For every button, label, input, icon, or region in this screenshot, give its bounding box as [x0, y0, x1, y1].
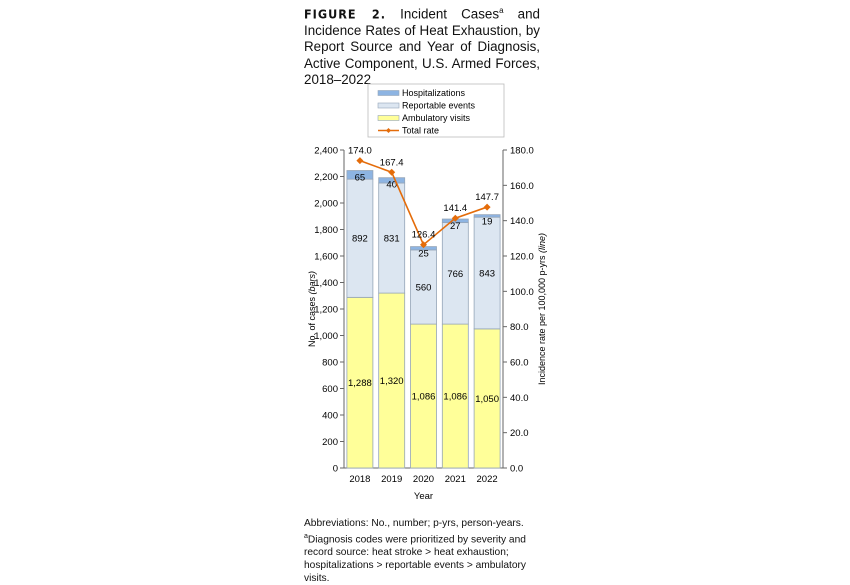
y-tick-label: 1,600 — [314, 252, 338, 263]
bar-data-label: 25 — [418, 249, 429, 260]
footnotes: Abbreviations: No., number; p-yrs, perso… — [304, 517, 544, 585]
y-axis-label: No. of cases (bars) — [307, 271, 317, 347]
total-rate-point — [356, 157, 364, 165]
total-rate-point — [388, 168, 396, 176]
bar-data-label: 1,086 — [443, 392, 467, 403]
bar-ambulatory-visits — [410, 323, 437, 469]
abbreviations-note: Abbreviations: No., number; p-yrs, perso… — [304, 518, 524, 529]
y2-tick-label: 100.0 — [510, 287, 534, 298]
legend-label: Ambulatory visits — [402, 113, 471, 123]
bar-data-label: 19 — [482, 217, 493, 228]
y2-tick-label: 120.0 — [510, 252, 534, 263]
y2-tick-label: 20.0 — [510, 428, 529, 439]
bar-data-label: 560 — [416, 283, 432, 294]
x-tick-label: 2020 — [413, 474, 434, 485]
legend-label: Reportable events — [402, 101, 476, 111]
total-rate-point — [420, 241, 427, 249]
line-data-label: 167.4 — [380, 157, 404, 168]
line-data-label: 147.7 — [475, 192, 499, 203]
bar-data-label: 766 — [447, 269, 463, 280]
bar-data-label: 1,050 — [475, 394, 499, 405]
y2-tick-label: 40.0 — [510, 393, 529, 404]
y2-tick-label: 180.0 — [510, 146, 534, 157]
y-tick-label: 800 — [322, 358, 338, 369]
bar-data-label: 65 — [355, 173, 366, 184]
bar-data-label: 40 — [386, 180, 397, 191]
x-tick-label: 2022 — [477, 474, 498, 485]
bar-data-label: 27 — [450, 221, 461, 232]
bar-reportable-events — [346, 178, 374, 298]
legend-label: Hospitalizations — [402, 88, 466, 98]
y2-tick-label: 160.0 — [510, 181, 534, 192]
legend-swatch — [377, 102, 400, 109]
legend-label: Total rate — [402, 126, 439, 136]
bar-ambulatory-visits — [346, 296, 374, 469]
y-tick-label: 2,200 — [314, 172, 338, 183]
y-tick-label: 200 — [322, 437, 338, 448]
bar-data-label: 1,086 — [412, 392, 436, 403]
bar-reportable-events — [473, 216, 501, 330]
x-tick-label: 2019 — [381, 474, 402, 485]
y2-tick-label: 80.0 — [510, 322, 529, 333]
bar-data-label: 1,320 — [380, 376, 404, 387]
legend: Hospitalizations Reportable events Ambulat… — [367, 83, 505, 138]
y-tick-label: 1,200 — [314, 305, 338, 316]
x-axis-label: Year — [414, 491, 433, 502]
y-tick-label: 1,800 — [314, 225, 338, 236]
y2-axis-label: Incidence rate per 100,000 p-yrs (line) — [537, 233, 547, 385]
y-tick-label: 400 — [322, 411, 338, 422]
bar-hospitalizations — [346, 170, 374, 180]
bar-ambulatory-visits — [441, 323, 469, 469]
y-tick-label: 1,000 — [314, 331, 338, 342]
total-rate-point — [451, 214, 459, 222]
bar-reportable-events — [378, 182, 406, 294]
y2-tick-label: 140.0 — [510, 216, 534, 227]
y-tick-label: 600 — [322, 384, 338, 395]
bar-data-label: 831 — [384, 234, 400, 245]
bar-data-label: 843 — [479, 269, 495, 280]
total-rate-point — [483, 203, 491, 211]
y-tick-label: 0 — [333, 464, 338, 475]
bar-reportable-events — [410, 249, 437, 325]
bar-hospitalizations — [473, 214, 501, 218]
line-data-label: 174.0 — [348, 146, 372, 157]
line-data-label: 141.4 — [443, 203, 467, 214]
y2-tick-label: 60.0 — [510, 358, 529, 369]
legend-swatch — [377, 90, 400, 96]
line-data-label: 126.4 — [412, 230, 436, 241]
footnote-a: aDiagnosis codes were prioritized by sev… — [304, 533, 526, 585]
y-tick-label: 1,400 — [314, 278, 338, 289]
y-tick-label: 2,400 — [314, 146, 338, 157]
bar-reportable-events — [441, 222, 469, 325]
y2-tick-label: 0.0 — [510, 464, 523, 475]
figure-title: FIGURE 2. Incident Casesa and Incidence … — [304, 6, 541, 88]
bar-data-label: 1,288 — [348, 378, 372, 389]
chart: 0 200 400 600 800 1,000 1,200 1,400 1,600 1,800 2,… — [307, 83, 547, 502]
figure-label: FIGURE 2. — [304, 6, 386, 22]
legend-swatch — [377, 115, 400, 121]
x-tick-label: 2018 — [349, 474, 370, 485]
bar-hospitalizations — [378, 177, 406, 184]
y-tick-label: 2,000 — [314, 199, 338, 210]
bar-data-label: 892 — [352, 234, 368, 245]
x-tick-label: 2021 — [445, 474, 466, 485]
